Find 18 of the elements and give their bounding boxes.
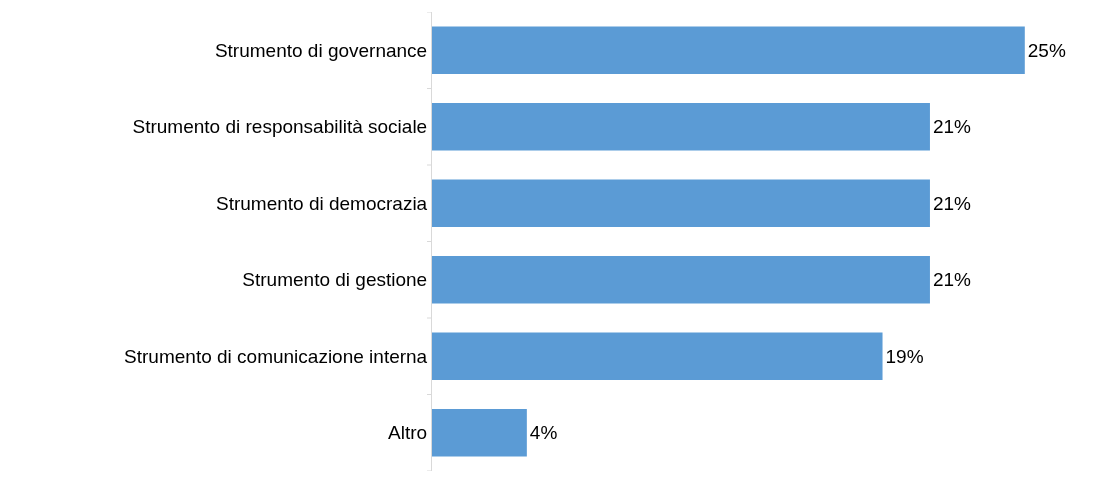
bar xyxy=(432,409,527,457)
data-label: 19% xyxy=(885,345,924,367)
bar xyxy=(432,332,883,380)
bar xyxy=(432,179,930,227)
data-label: 4% xyxy=(529,422,558,444)
bar xyxy=(432,256,930,304)
data-label: 21% xyxy=(932,269,972,291)
y-tick-label: Strumento di governance xyxy=(214,39,428,61)
y-tick-label: Strumento di gestione xyxy=(242,269,428,291)
bar xyxy=(432,103,930,151)
data-label: 21% xyxy=(932,116,972,138)
bar xyxy=(432,26,1025,74)
y-tick-label: Strumento di responsabilità sociale xyxy=(132,116,428,138)
data-label: 25% xyxy=(1027,39,1066,61)
y-tick-label: Altro xyxy=(388,422,428,444)
data-label: 21% xyxy=(932,192,972,214)
y-tick-label: Strumento di comunicazione interna xyxy=(124,345,428,367)
y-tick-label: Strumento di democrazia xyxy=(215,192,428,214)
